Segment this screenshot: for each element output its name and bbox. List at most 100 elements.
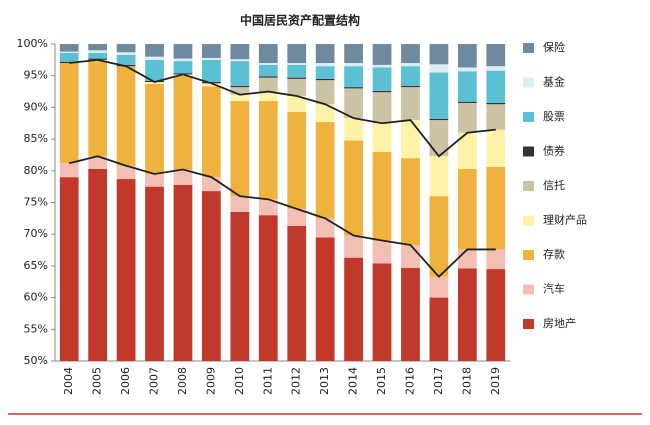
x-tick-label: 2007	[148, 367, 161, 395]
bar-segment	[457, 132, 477, 169]
bar-segment	[344, 140, 363, 236]
bar-segment	[59, 51, 79, 53]
bar-segment	[145, 83, 164, 174]
bar-segment	[88, 168, 108, 361]
bar-segment	[372, 263, 392, 361]
bar-segment	[401, 158, 420, 245]
bar-segment	[315, 44, 335, 64]
bar-segment	[145, 82, 164, 84]
bar-segment	[230, 196, 250, 213]
bar-segment	[258, 44, 278, 64]
bar-segment	[344, 88, 363, 119]
bar-segment	[88, 50, 108, 53]
bar-segment	[258, 77, 278, 92]
x-tick-label: 2018	[460, 367, 473, 395]
bar-segment	[401, 120, 420, 159]
bar-segment	[145, 56, 164, 60]
bar-segment	[429, 72, 449, 119]
x-tick-label: 2010	[233, 367, 246, 395]
bar-segment	[145, 44, 164, 57]
legend-label: 汽车	[543, 282, 565, 296]
y-tick-label: 65%	[24, 259, 48, 272]
bar-segment	[401, 85, 420, 88]
bar-segment	[258, 91, 278, 102]
legend-label: 存款	[543, 247, 565, 261]
bar-segment	[344, 235, 363, 258]
legend-swatch	[523, 319, 534, 329]
bar-segment	[457, 268, 477, 361]
bar-segment	[116, 52, 136, 55]
bar-segment	[258, 215, 278, 361]
y-tick-label: 90%	[24, 100, 48, 113]
bar-segment	[486, 66, 506, 71]
legend-label: 股票	[543, 110, 565, 123]
bar-segment	[287, 64, 307, 78]
legend-label: 理财产品	[543, 213, 587, 227]
bar-segment	[457, 168, 477, 250]
legend-swatch	[523, 112, 534, 122]
bar-segment	[401, 267, 420, 361]
bar-segment	[88, 44, 108, 51]
bar-segment	[202, 191, 221, 361]
x-tick-label: 2005	[91, 367, 104, 395]
x-tick-label: 2012	[290, 367, 303, 395]
y-tick-label: 100%	[17, 37, 48, 50]
bar-segment	[486, 249, 506, 270]
chart-title: 中国居民资产配置结构	[240, 13, 360, 28]
bar-segment	[401, 66, 420, 86]
x-tick-label: 2008	[176, 367, 189, 395]
bar-segment	[145, 173, 164, 187]
legend-swatch	[523, 250, 534, 260]
bar-segment	[287, 225, 307, 361]
bar-segment	[429, 120, 449, 157]
bar-segment	[230, 87, 250, 95]
legend-label: 信托	[543, 178, 565, 192]
bar-segment	[116, 179, 136, 361]
bar-segment	[315, 104, 335, 122]
bar-segment	[258, 101, 278, 200]
bar-segment	[287, 44, 307, 64]
x-tick-label: 2019	[489, 367, 502, 395]
bar-segment	[315, 63, 335, 67]
bar-segment	[287, 77, 307, 79]
bar-segment	[344, 63, 363, 67]
bar-segment	[202, 83, 221, 87]
bar-segment	[486, 102, 506, 105]
bar-segment	[372, 64, 392, 68]
bar-segment	[230, 94, 250, 102]
bar-segment	[230, 212, 250, 361]
bar-segment	[344, 257, 363, 361]
y-tick-label: 80%	[24, 164, 48, 177]
bar-segment	[287, 208, 307, 226]
bar-segment	[429, 276, 449, 298]
bar-segment	[457, 102, 477, 133]
bar-segment	[372, 92, 392, 124]
bar-segment	[145, 186, 164, 361]
bar-segment	[315, 218, 335, 238]
bar-segment	[88, 61, 108, 157]
bar-segment	[59, 52, 79, 62]
legend-swatch	[523, 181, 534, 191]
bar-segment	[401, 63, 420, 67]
bar-segment	[145, 59, 164, 81]
bar-segment	[287, 111, 307, 209]
bar-segment	[372, 90, 392, 93]
bar-segment	[344, 87, 363, 89]
bar-segment	[116, 54, 136, 65]
y-tick-label: 60%	[24, 291, 48, 304]
bar-segment	[230, 61, 250, 86]
legend-swatch	[523, 215, 534, 226]
bar-segment	[287, 78, 307, 96]
bar-segment	[429, 64, 449, 73]
bar-segment	[202, 177, 221, 192]
legend-swatch	[523, 284, 534, 295]
bar-segment	[429, 297, 449, 361]
bar-segment	[59, 63, 79, 164]
bar-segment	[173, 58, 193, 62]
bar-segment	[401, 244, 420, 268]
y-tick-label: 85%	[24, 132, 48, 145]
bar-segment	[59, 177, 79, 361]
x-tick-label: 2006	[119, 367, 132, 395]
bar-segment	[287, 63, 307, 65]
bar-segment	[372, 240, 392, 264]
